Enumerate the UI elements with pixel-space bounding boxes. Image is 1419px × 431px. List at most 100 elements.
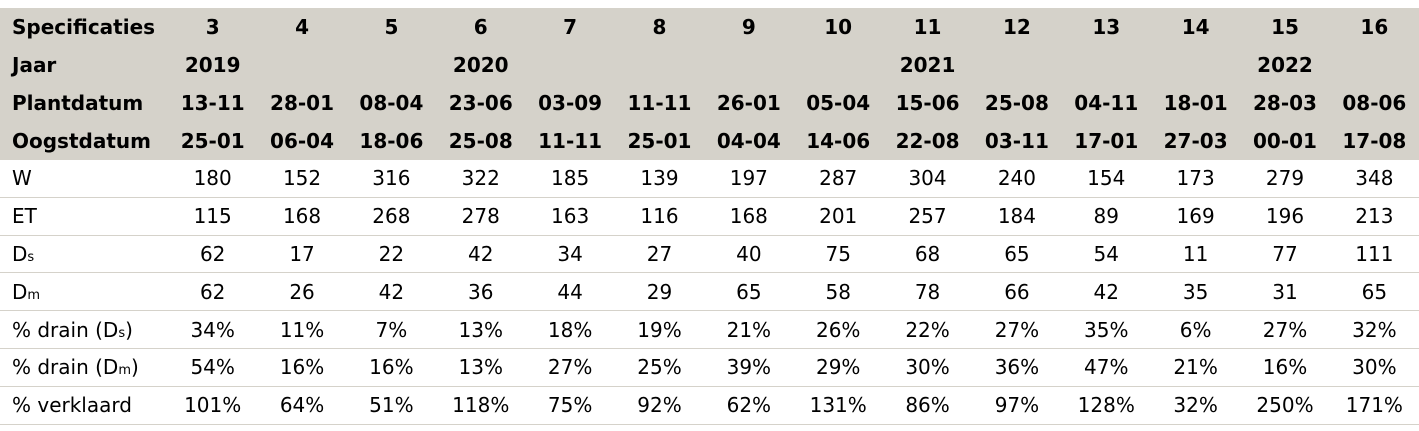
table-cell: 180 [168, 160, 258, 198]
harvest-date: 27-03 [1150, 122, 1241, 160]
table-row: ET 115 168 268 278 163 116 168 201 257 184 89 169 196… [0, 197, 1419, 236]
year-cell [1329, 46, 1419, 84]
table-cell: 25% [614, 348, 705, 387]
table-cell: 54 [1061, 235, 1151, 274]
table-row: W 180 152 316 322 185 139 197 287 304 240 154 173 279… [0, 160, 1419, 198]
table-cell: 54% [168, 348, 258, 387]
plant-date: 15-06 [882, 84, 973, 122]
spec-number: 16 [1329, 8, 1419, 46]
row-label-suffix: ) [131, 355, 139, 380]
table-cell: 101% [168, 386, 258, 425]
table-cell: 250% [1240, 386, 1330, 425]
table-cell: 26% [793, 310, 883, 349]
spec-number: 14 [1150, 8, 1241, 46]
plant-date: 13-11 [168, 84, 258, 122]
table-cell: 168 [257, 197, 347, 236]
table-cell: 11% [257, 310, 347, 349]
table-cell: 30% [1329, 348, 1419, 387]
spec-number: 7 [525, 8, 615, 46]
table-cell: 21% [1150, 348, 1241, 387]
harvest-date: 25-01 [614, 122, 705, 160]
spec-number: 15 [1240, 8, 1330, 46]
table-cell: 304 [882, 160, 973, 198]
table-cell: 6% [1150, 310, 1241, 349]
specifications-table: Specificaties 3 4 5 6 7 8 9 10 11 12 13 14 15 16 Jaar… [0, 8, 1419, 425]
table-cell: 201 [793, 197, 883, 236]
row-label: % drain (Dm) [0, 348, 168, 387]
year-label: Jaar [0, 46, 168, 84]
table-cell: 35 [1150, 272, 1241, 312]
spec-number: 4 [257, 8, 347, 46]
row-label-subscript: s [27, 249, 35, 265]
table-cell: 36 [436, 272, 526, 312]
table-cell: 152 [257, 160, 347, 198]
year-cell: 2019 [168, 46, 258, 84]
table-cell: 51% [346, 386, 437, 425]
table-row: % drain (Dm) 54% 16% 16% 13% 27% 25% 39% 29% 30% 3… [0, 348, 1419, 387]
year-cell: 2020 [436, 46, 526, 84]
spec-number: 9 [704, 8, 794, 46]
table-cell: 316 [346, 160, 437, 198]
table-cell: 29% [793, 348, 883, 387]
table-cell: 35% [1061, 310, 1151, 349]
table-cell: 18% [525, 310, 615, 349]
table-cell: 173 [1150, 160, 1241, 198]
table-cell: 163 [525, 197, 615, 236]
table-cell: 92% [614, 386, 705, 425]
header-row-harvest: Oogstdatum 25-01 06-04 18-06 25-08 11-11 25-0… [0, 122, 1419, 160]
table-cell: 348 [1329, 160, 1419, 198]
table-cell: 257 [882, 197, 973, 236]
plant-date: 05-04 [793, 84, 883, 122]
table-row: % verklaard 101% 64% 51% 118% 75% 92% 62% 131% 86… [0, 386, 1419, 425]
harvest-date: 17-01 [1061, 122, 1151, 160]
plant-date: 18-01 [1150, 84, 1241, 122]
table-cell: 287 [793, 160, 883, 198]
table-cell: 36% [972, 348, 1062, 387]
harvest-date: 18-06 [346, 122, 437, 160]
year-cell [614, 46, 705, 84]
year-cell [1061, 46, 1151, 84]
row-label: Dm [0, 272, 168, 312]
table-cell: 213 [1329, 197, 1419, 236]
plant-date: 28-03 [1240, 84, 1330, 122]
table-cell: 32% [1150, 386, 1241, 425]
table-cell: 39% [704, 348, 794, 387]
table-cell: 27% [1240, 310, 1330, 349]
table-cell: 26 [257, 272, 347, 312]
table-cell: 184 [972, 197, 1062, 236]
table-row: Ds 62 17 22 42 34 27 40 75 68 65 54 11 77 111 [0, 235, 1419, 274]
header-row-year: Jaar 2019 2020 2021 2022 [0, 46, 1419, 84]
year-cell [257, 46, 347, 84]
table-cell: 268 [346, 197, 437, 236]
table-cell: 11 [1150, 235, 1241, 274]
row-label-text: % drain (D [12, 317, 119, 342]
spec-number: 12 [972, 8, 1062, 46]
row-label: W [0, 160, 168, 198]
harvest-date: 14-06 [793, 122, 883, 160]
plant-date: 08-06 [1329, 84, 1419, 122]
table-cell: 29 [614, 272, 705, 312]
plant-date: 23-06 [436, 84, 526, 122]
harvest-date: 03-11 [972, 122, 1062, 160]
table-cell: 27% [972, 310, 1062, 349]
table-cell: 16% [346, 348, 437, 387]
harvest-date: 06-04 [257, 122, 347, 160]
plant-date: 26-01 [704, 84, 794, 122]
table-cell: 65 [1329, 272, 1419, 312]
table-cell: 89 [1061, 197, 1151, 236]
table-row: Dm 62 26 42 36 44 29 65 58 78 66 42 35 31 65 [0, 272, 1419, 312]
table-cell: 118% [436, 386, 526, 425]
row-label-text: W [12, 166, 32, 191]
spec-label: Specificaties [0, 8, 168, 46]
row-label-text: % drain (D [12, 355, 119, 380]
spec-number: 3 [168, 8, 258, 46]
plant-label: Plantdatum [0, 84, 168, 122]
plant-date: 25-08 [972, 84, 1062, 122]
table-cell: 27% [525, 348, 615, 387]
table-cell: 75 [793, 235, 883, 274]
table-cell: 111 [1329, 235, 1419, 274]
table-cell: 168 [704, 197, 794, 236]
table-cell: 34% [168, 310, 258, 349]
year-cell [704, 46, 794, 84]
spec-number: 6 [436, 8, 526, 46]
